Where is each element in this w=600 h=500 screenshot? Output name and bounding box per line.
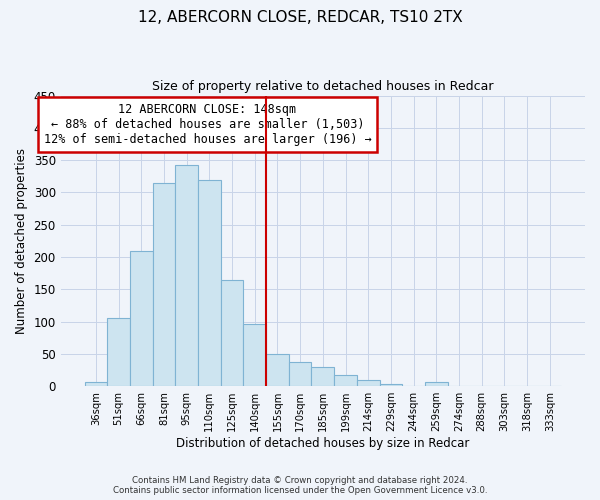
Bar [380, 384, 402, 386]
Text: Contains HM Land Registry data © Crown copyright and database right 2024.
Contai: Contains HM Land Registry data © Crown c… [113, 476, 487, 495]
Bar [244, 324, 266, 386]
Bar [175, 164, 198, 386]
Bar [85, 382, 107, 386]
Bar [311, 367, 334, 386]
Bar [334, 374, 357, 386]
Bar [107, 318, 130, 386]
Text: 12, ABERCORN CLOSE, REDCAR, TS10 2TX: 12, ABERCORN CLOSE, REDCAR, TS10 2TX [137, 10, 463, 25]
Bar [221, 280, 244, 386]
Bar [152, 183, 175, 386]
Bar [425, 382, 448, 386]
Bar [198, 180, 221, 386]
Y-axis label: Number of detached properties: Number of detached properties [15, 148, 28, 334]
Bar [130, 250, 152, 386]
Bar [289, 362, 311, 386]
Bar [357, 380, 380, 386]
Bar [266, 354, 289, 386]
Text: 12 ABERCORN CLOSE: 148sqm
← 88% of detached houses are smaller (1,503)
12% of se: 12 ABERCORN CLOSE: 148sqm ← 88% of detac… [44, 103, 371, 146]
X-axis label: Distribution of detached houses by size in Redcar: Distribution of detached houses by size … [176, 437, 470, 450]
Title: Size of property relative to detached houses in Redcar: Size of property relative to detached ho… [152, 80, 494, 93]
